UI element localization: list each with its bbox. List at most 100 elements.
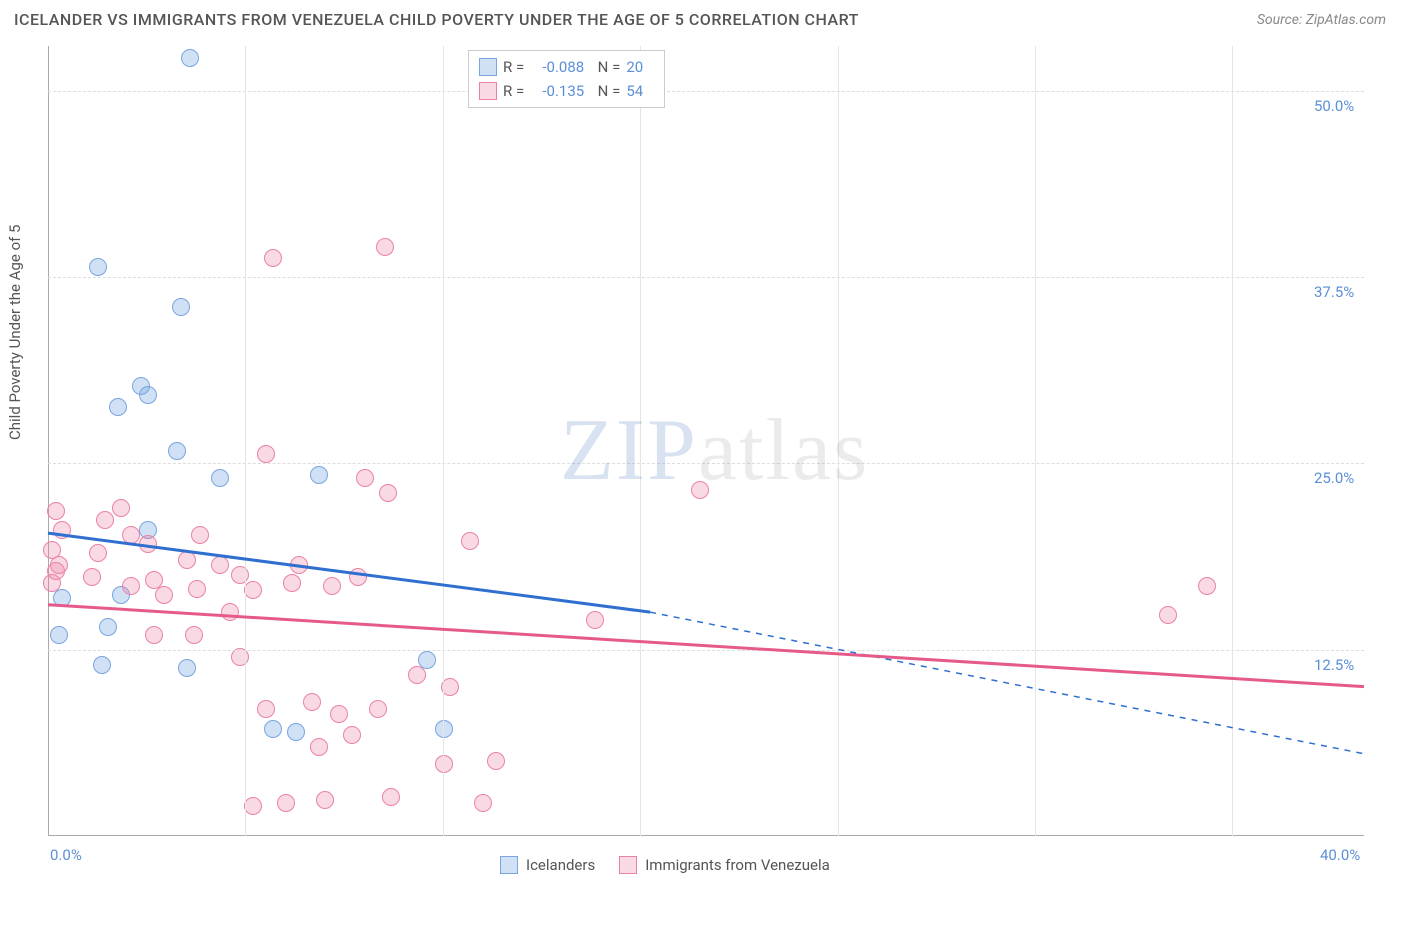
series-legend-label: Icelanders — [526, 856, 595, 874]
data-point — [461, 532, 479, 550]
data-point — [47, 502, 65, 520]
gridline-vertical — [640, 46, 641, 836]
data-point — [89, 544, 107, 562]
data-point — [287, 723, 305, 741]
y-tick-label: 37.5% — [1314, 283, 1354, 301]
data-point — [211, 556, 229, 574]
correlation-legend: R = -0.088 N =20 R = -0.135 N =54 — [468, 50, 665, 108]
legend-swatch — [500, 856, 518, 874]
data-point — [487, 752, 505, 770]
data-point — [99, 618, 117, 636]
legend-r-value: -0.088 — [530, 55, 584, 79]
data-point — [379, 484, 397, 502]
legend-swatch — [479, 58, 497, 76]
data-point — [1198, 577, 1216, 595]
series-legend-label: Immigrants from Venezuela — [645, 856, 830, 874]
y-tick-label: 50.0% — [1314, 97, 1354, 115]
data-point — [89, 258, 107, 276]
data-point — [310, 738, 328, 756]
data-point — [435, 755, 453, 773]
legend-n-label: N = — [590, 55, 620, 79]
data-point — [277, 794, 295, 812]
data-point — [435, 720, 453, 738]
data-point — [586, 611, 604, 629]
legend-r-label: R = — [503, 55, 524, 79]
data-point — [188, 580, 206, 598]
legend-n-value: 54 — [626, 79, 654, 103]
data-point — [244, 581, 262, 599]
legend-swatch — [619, 856, 637, 874]
data-point — [376, 238, 394, 256]
legend-r-value: -0.135 — [530, 79, 584, 103]
data-point — [264, 720, 282, 738]
y-axis-label: Child Poverty Under the Age of 5 — [6, 225, 24, 441]
data-point — [356, 469, 374, 487]
gridline-vertical — [245, 46, 246, 836]
data-point — [441, 678, 459, 696]
data-point — [155, 586, 173, 604]
legend-r-label: R = — [503, 79, 524, 103]
gridline-vertical — [443, 46, 444, 836]
data-point — [221, 603, 239, 621]
data-point — [172, 298, 190, 316]
data-point — [474, 794, 492, 812]
legend-n-value: 20 — [626, 55, 654, 79]
data-point — [330, 705, 348, 723]
chart-title: ICELANDER VS IMMIGRANTS FROM VENEZUELA C… — [14, 10, 859, 29]
legend-swatch — [479, 82, 497, 100]
data-point — [139, 386, 157, 404]
x-tick-label: 0.0% — [50, 846, 82, 864]
data-point — [211, 469, 229, 487]
data-point — [139, 535, 157, 553]
correlation-legend-row: R = -0.088 N =20 — [479, 55, 654, 79]
data-point — [191, 526, 209, 544]
data-point — [290, 556, 308, 574]
data-point — [122, 577, 140, 595]
correlation-legend-row: R = -0.135 N =54 — [479, 79, 654, 103]
data-point — [323, 577, 341, 595]
data-point — [316, 791, 334, 809]
series-legend: Icelanders Immigrants from Venezuela — [500, 856, 830, 874]
data-point — [257, 445, 275, 463]
data-point — [264, 249, 282, 267]
data-point — [168, 442, 186, 460]
data-point — [53, 521, 71, 539]
data-point — [178, 551, 196, 569]
data-point — [53, 589, 71, 607]
data-point — [185, 626, 203, 644]
data-point — [408, 666, 426, 684]
data-point — [303, 693, 321, 711]
data-point — [310, 466, 328, 484]
data-point — [382, 788, 400, 806]
data-point — [257, 700, 275, 718]
data-point — [122, 526, 140, 544]
gridline-vertical — [838, 46, 839, 836]
data-point — [369, 700, 387, 718]
data-point — [349, 568, 367, 586]
series-legend-item: Immigrants from Venezuela — [619, 856, 830, 874]
gridline-vertical — [1035, 46, 1036, 836]
data-point — [96, 511, 114, 529]
data-point — [181, 49, 199, 67]
y-tick-label: 25.0% — [1314, 469, 1354, 487]
data-point — [244, 797, 262, 815]
data-point — [1159, 606, 1177, 624]
data-point — [109, 398, 127, 416]
source-attribution: Source: ZipAtlas.com — [1257, 12, 1386, 28]
legend-n-label: N = — [590, 79, 620, 103]
chart-header: ICELANDER VS IMMIGRANTS FROM VENEZUELA C… — [0, 0, 1406, 37]
series-legend-item: Icelanders — [500, 856, 595, 874]
data-point — [283, 574, 301, 592]
data-point — [112, 499, 130, 517]
data-point — [178, 659, 196, 677]
data-point — [43, 574, 61, 592]
data-point — [691, 481, 709, 499]
data-point — [93, 656, 111, 674]
gridline-vertical — [1232, 46, 1233, 836]
data-point — [343, 726, 361, 744]
data-point — [145, 626, 163, 644]
data-point — [50, 626, 68, 644]
x-tick-label: 40.0% — [1320, 846, 1360, 864]
data-point — [83, 568, 101, 586]
y-tick-label: 12.5% — [1314, 656, 1354, 674]
